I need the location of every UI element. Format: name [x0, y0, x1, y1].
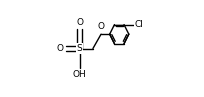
Text: S: S: [76, 44, 82, 53]
Text: OH: OH: [72, 71, 86, 79]
Text: Cl: Cl: [134, 20, 143, 29]
Text: O: O: [57, 44, 63, 53]
Text: O: O: [97, 22, 104, 31]
Text: O: O: [76, 18, 83, 26]
